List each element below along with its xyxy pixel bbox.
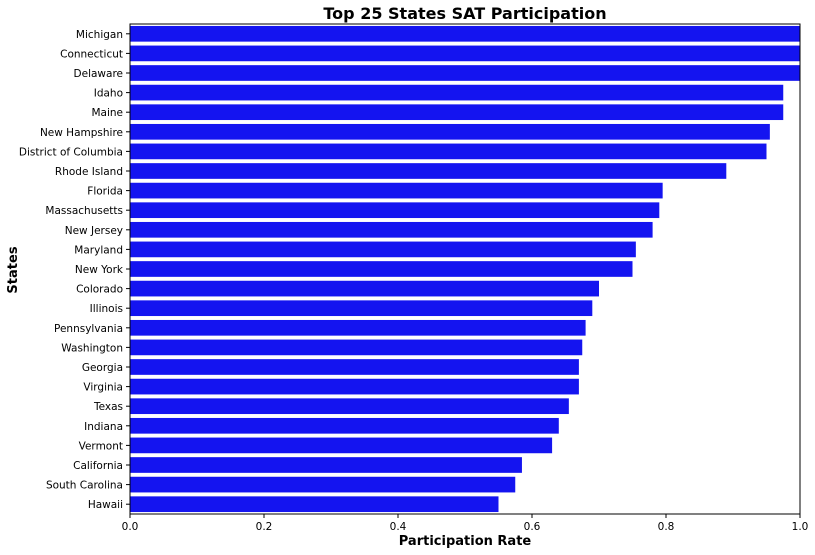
bar-south-carolina	[130, 476, 516, 493]
y-tick-label: Maryland	[74, 244, 123, 256]
y-tick-label: Massachusetts	[45, 205, 123, 217]
bar-michigan	[130, 25, 800, 42]
y-tick-label: Virginia	[83, 382, 123, 394]
bar-indiana	[130, 417, 559, 434]
y-tick-label: California	[73, 460, 123, 472]
x-axis-label: Participation Rate	[399, 534, 532, 549]
x-tick-label: 0.4	[390, 521, 407, 533]
y-tick-label: Indiana	[84, 421, 123, 433]
y-tick-label: Idaho	[94, 88, 123, 100]
bar-illinois	[130, 300, 593, 317]
bar-virginia	[130, 378, 579, 395]
y-tick-label: New York	[75, 264, 124, 276]
plot-frame	[129, 23, 801, 515]
bar-new-jersey	[130, 221, 653, 238]
y-tick-label: Connecticut	[60, 48, 123, 60]
y-tick-label: Hawaii	[88, 499, 123, 511]
bar-new-hampshire	[130, 123, 770, 140]
y-tick-label: Washington	[61, 342, 123, 354]
y-tick-label: Colorado	[76, 284, 123, 296]
x-tick-label: 0.8	[658, 521, 675, 533]
bar-florida	[130, 182, 663, 199]
x-tick-label: 1.0	[792, 521, 809, 533]
x-tick-label: 0.0	[122, 521, 139, 533]
bar-georgia	[130, 359, 579, 375]
y-tick-label: Vermont	[79, 440, 123, 452]
bar-delaware	[130, 65, 800, 81]
bar-hawaii	[130, 496, 499, 513]
bars-group	[130, 25, 800, 513]
bar-pennsylvania	[130, 319, 586, 336]
y-tick-label: Florida	[87, 186, 123, 198]
y-axis-label: States	[6, 246, 21, 293]
y-axis-ticks: Michigan Connecticut Delaware Idaho Maine New…	[19, 29, 130, 511]
y-tick-label: Illinois	[90, 303, 123, 315]
y-tick-label: New Jersey	[65, 225, 123, 237]
bar-colorado	[130, 280, 599, 297]
bar-rhode-island	[130, 163, 727, 179]
y-tick-label: District of Columbia	[19, 146, 123, 158]
y-tick-label: Delaware	[74, 68, 123, 80]
bar-district-of-columbia	[130, 143, 767, 160]
y-tick-label: Michigan	[76, 29, 123, 41]
y-tick-label: Pennsylvania	[54, 323, 123, 335]
bar-massachusetts	[130, 202, 660, 219]
chart-title: Top 25 States SAT Participation	[323, 4, 606, 23]
bar-washington	[130, 339, 583, 356]
bar-maine	[130, 104, 784, 121]
y-tick-label: South Carolina	[46, 480, 123, 492]
y-tick-label: Texas	[93, 401, 123, 413]
bar-maryland	[130, 241, 636, 258]
bar-new-york	[130, 261, 633, 277]
bar-idaho	[130, 84, 784, 101]
bar-connecticut	[130, 45, 800, 62]
y-tick-label: Rhode Island	[55, 166, 123, 178]
x-axis-ticks: 0.0 0.2 0.4 0.6 0.8 1.0	[122, 514, 809, 533]
bar-texas	[130, 398, 569, 415]
x-tick-label: 0.2	[256, 521, 273, 533]
bar-california	[130, 457, 522, 473]
y-tick-label: Maine	[91, 107, 123, 119]
bar-vermont	[130, 437, 553, 454]
y-tick-label: Georgia	[82, 362, 123, 374]
x-tick-label: 0.6	[524, 521, 541, 533]
y-tick-label: New Hampshire	[40, 127, 123, 139]
